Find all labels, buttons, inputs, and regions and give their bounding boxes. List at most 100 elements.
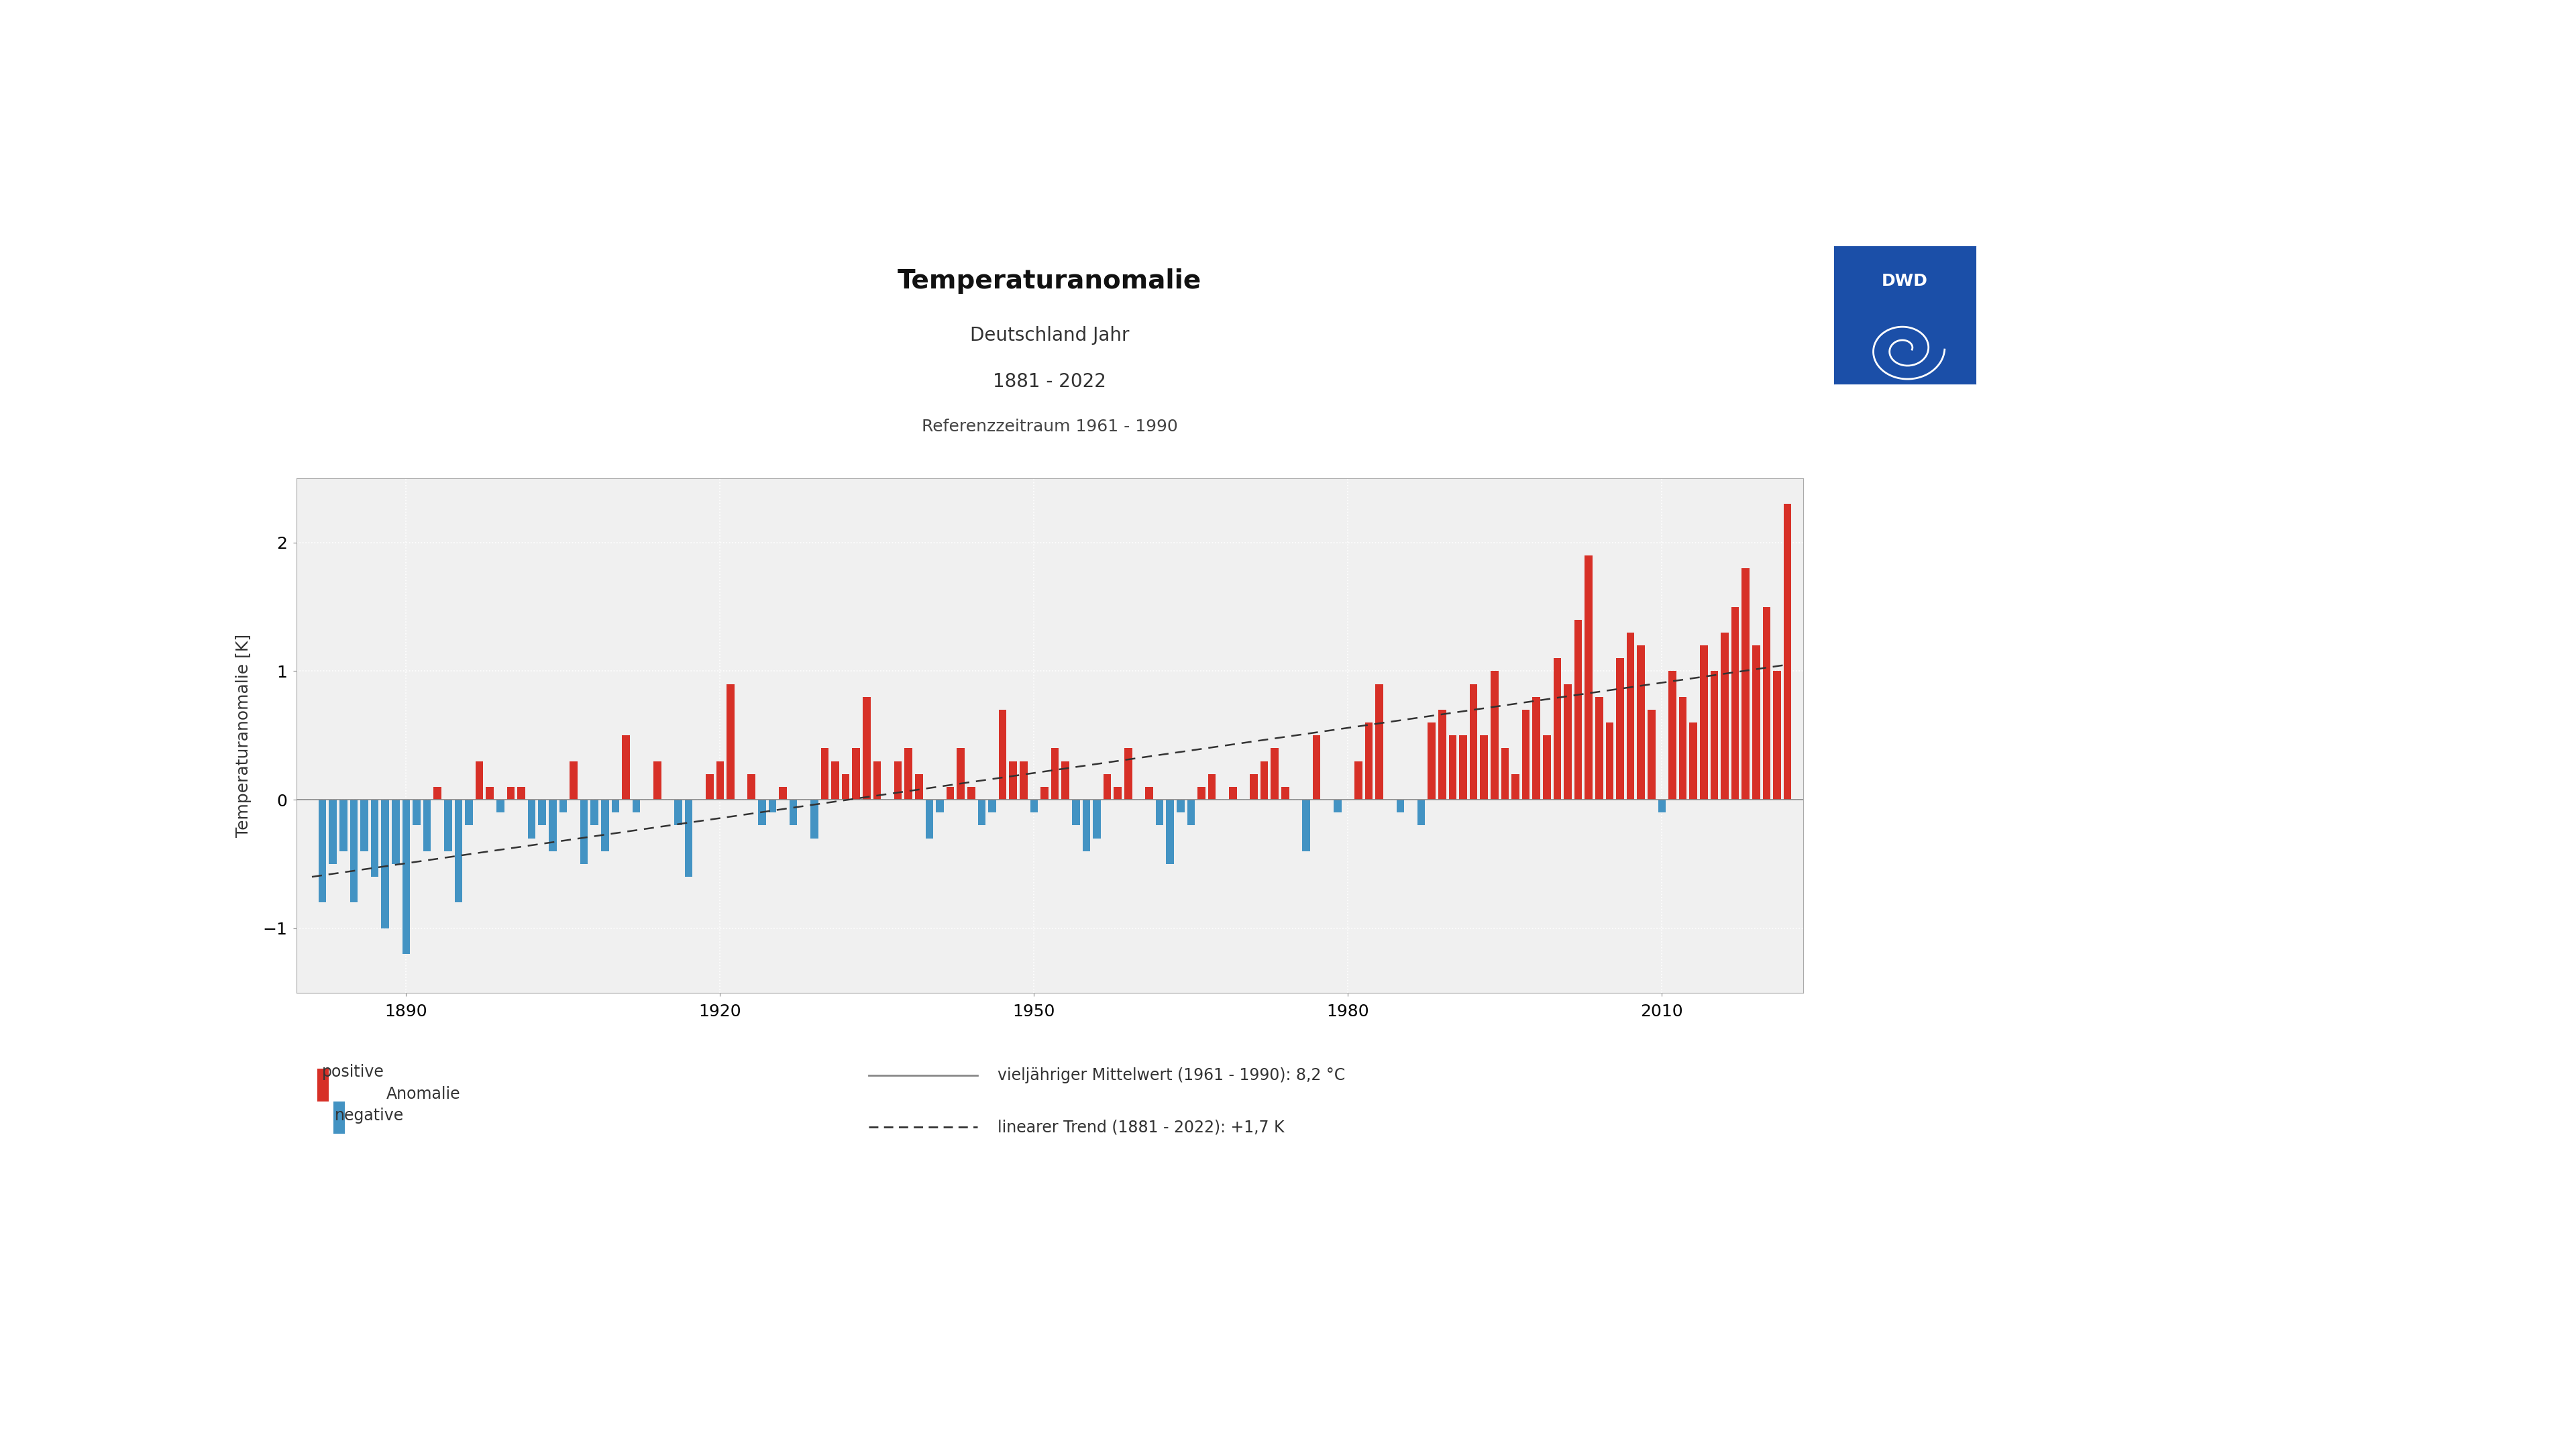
Bar (1355, 761, 1363, 800)
Bar (1092, 800, 1100, 838)
Bar (842, 774, 850, 800)
Bar (528, 800, 536, 838)
Bar (1492, 671, 1499, 800)
Bar (1783, 504, 1790, 800)
Bar (1543, 736, 1551, 800)
Bar (332, 1101, 345, 1133)
Bar (1584, 555, 1592, 800)
Bar (788, 800, 796, 826)
Bar (412, 800, 420, 826)
Bar (1731, 607, 1739, 800)
Text: Deutschland Jahr: Deutschland Jahr (971, 326, 1128, 345)
Bar (1471, 684, 1479, 800)
Bar (1564, 684, 1571, 800)
Bar (549, 800, 556, 851)
Bar (569, 761, 577, 800)
Bar (371, 800, 379, 877)
Bar (1605, 723, 1613, 800)
Bar (1522, 710, 1530, 800)
Bar (340, 800, 348, 851)
Bar (1721, 632, 1728, 800)
Bar (361, 800, 368, 851)
Bar (319, 800, 327, 903)
Bar (989, 800, 997, 813)
Bar (611, 800, 618, 813)
Bar (1574, 620, 1582, 800)
Bar (1113, 787, 1121, 800)
Bar (1710, 671, 1718, 800)
Bar (1669, 671, 1677, 800)
Bar (1690, 723, 1698, 800)
Bar (1041, 787, 1048, 800)
Y-axis label: Temperaturanomalie [K]: Temperaturanomalie [K] (234, 633, 252, 838)
Bar (402, 800, 410, 953)
Bar (945, 787, 953, 800)
Bar (726, 684, 734, 800)
Bar (1396, 800, 1404, 813)
Bar (580, 800, 587, 864)
Bar (1448, 736, 1455, 800)
Bar (466, 800, 474, 826)
Bar (1188, 800, 1195, 826)
Bar (979, 800, 987, 826)
Bar (1502, 748, 1510, 800)
Bar (590, 800, 598, 826)
Bar (1146, 787, 1154, 800)
Bar (497, 800, 505, 813)
Bar (935, 800, 943, 813)
Text: Referenzzeitraum 1961 - 1990: Referenzzeitraum 1961 - 1990 (922, 419, 1177, 435)
Bar (1427, 723, 1435, 800)
Bar (1229, 787, 1236, 800)
Bar (1625, 632, 1633, 800)
Bar (1061, 761, 1069, 800)
Text: DWD: DWD (1883, 272, 1927, 288)
Bar (1458, 736, 1466, 800)
Bar (487, 787, 495, 800)
Bar (1615, 658, 1623, 800)
Bar (1208, 774, 1216, 800)
Bar (518, 787, 526, 800)
Bar (747, 774, 755, 800)
Bar (1249, 774, 1257, 800)
Bar (1481, 736, 1489, 800)
Bar (317, 1069, 330, 1101)
Bar (999, 710, 1007, 800)
Bar (925, 800, 933, 838)
Bar (1260, 761, 1267, 800)
Bar (894, 761, 902, 800)
Bar (706, 774, 714, 800)
Bar (453, 800, 461, 903)
Bar (914, 774, 922, 800)
Bar (956, 748, 963, 800)
Bar (1303, 800, 1311, 851)
Bar (1533, 697, 1540, 800)
Bar (1123, 748, 1131, 800)
Bar (1700, 645, 1708, 800)
Bar (853, 748, 860, 800)
Bar (507, 787, 515, 800)
Bar (1376, 684, 1383, 800)
Bar (1177, 800, 1185, 813)
Bar (1020, 761, 1028, 800)
Bar (1659, 800, 1667, 813)
Text: positive: positive (322, 1064, 384, 1081)
Text: linearer Trend (1881 - 2022): +1,7 K: linearer Trend (1881 - 2022): +1,7 K (997, 1119, 1285, 1136)
Bar (1649, 710, 1656, 800)
Bar (654, 761, 662, 800)
Bar (811, 800, 819, 838)
Bar (757, 800, 765, 826)
Bar (1010, 761, 1018, 800)
Bar (1680, 697, 1687, 800)
Bar (822, 748, 829, 800)
Bar (422, 800, 430, 851)
Bar (538, 800, 546, 826)
Bar (600, 800, 608, 851)
Bar (1072, 800, 1079, 826)
Bar (778, 787, 786, 800)
Text: Anomalie: Anomalie (386, 1085, 461, 1103)
Bar (675, 800, 683, 826)
Bar (381, 800, 389, 929)
Bar (350, 800, 358, 903)
Bar (1752, 645, 1759, 800)
Bar (1167, 800, 1175, 864)
